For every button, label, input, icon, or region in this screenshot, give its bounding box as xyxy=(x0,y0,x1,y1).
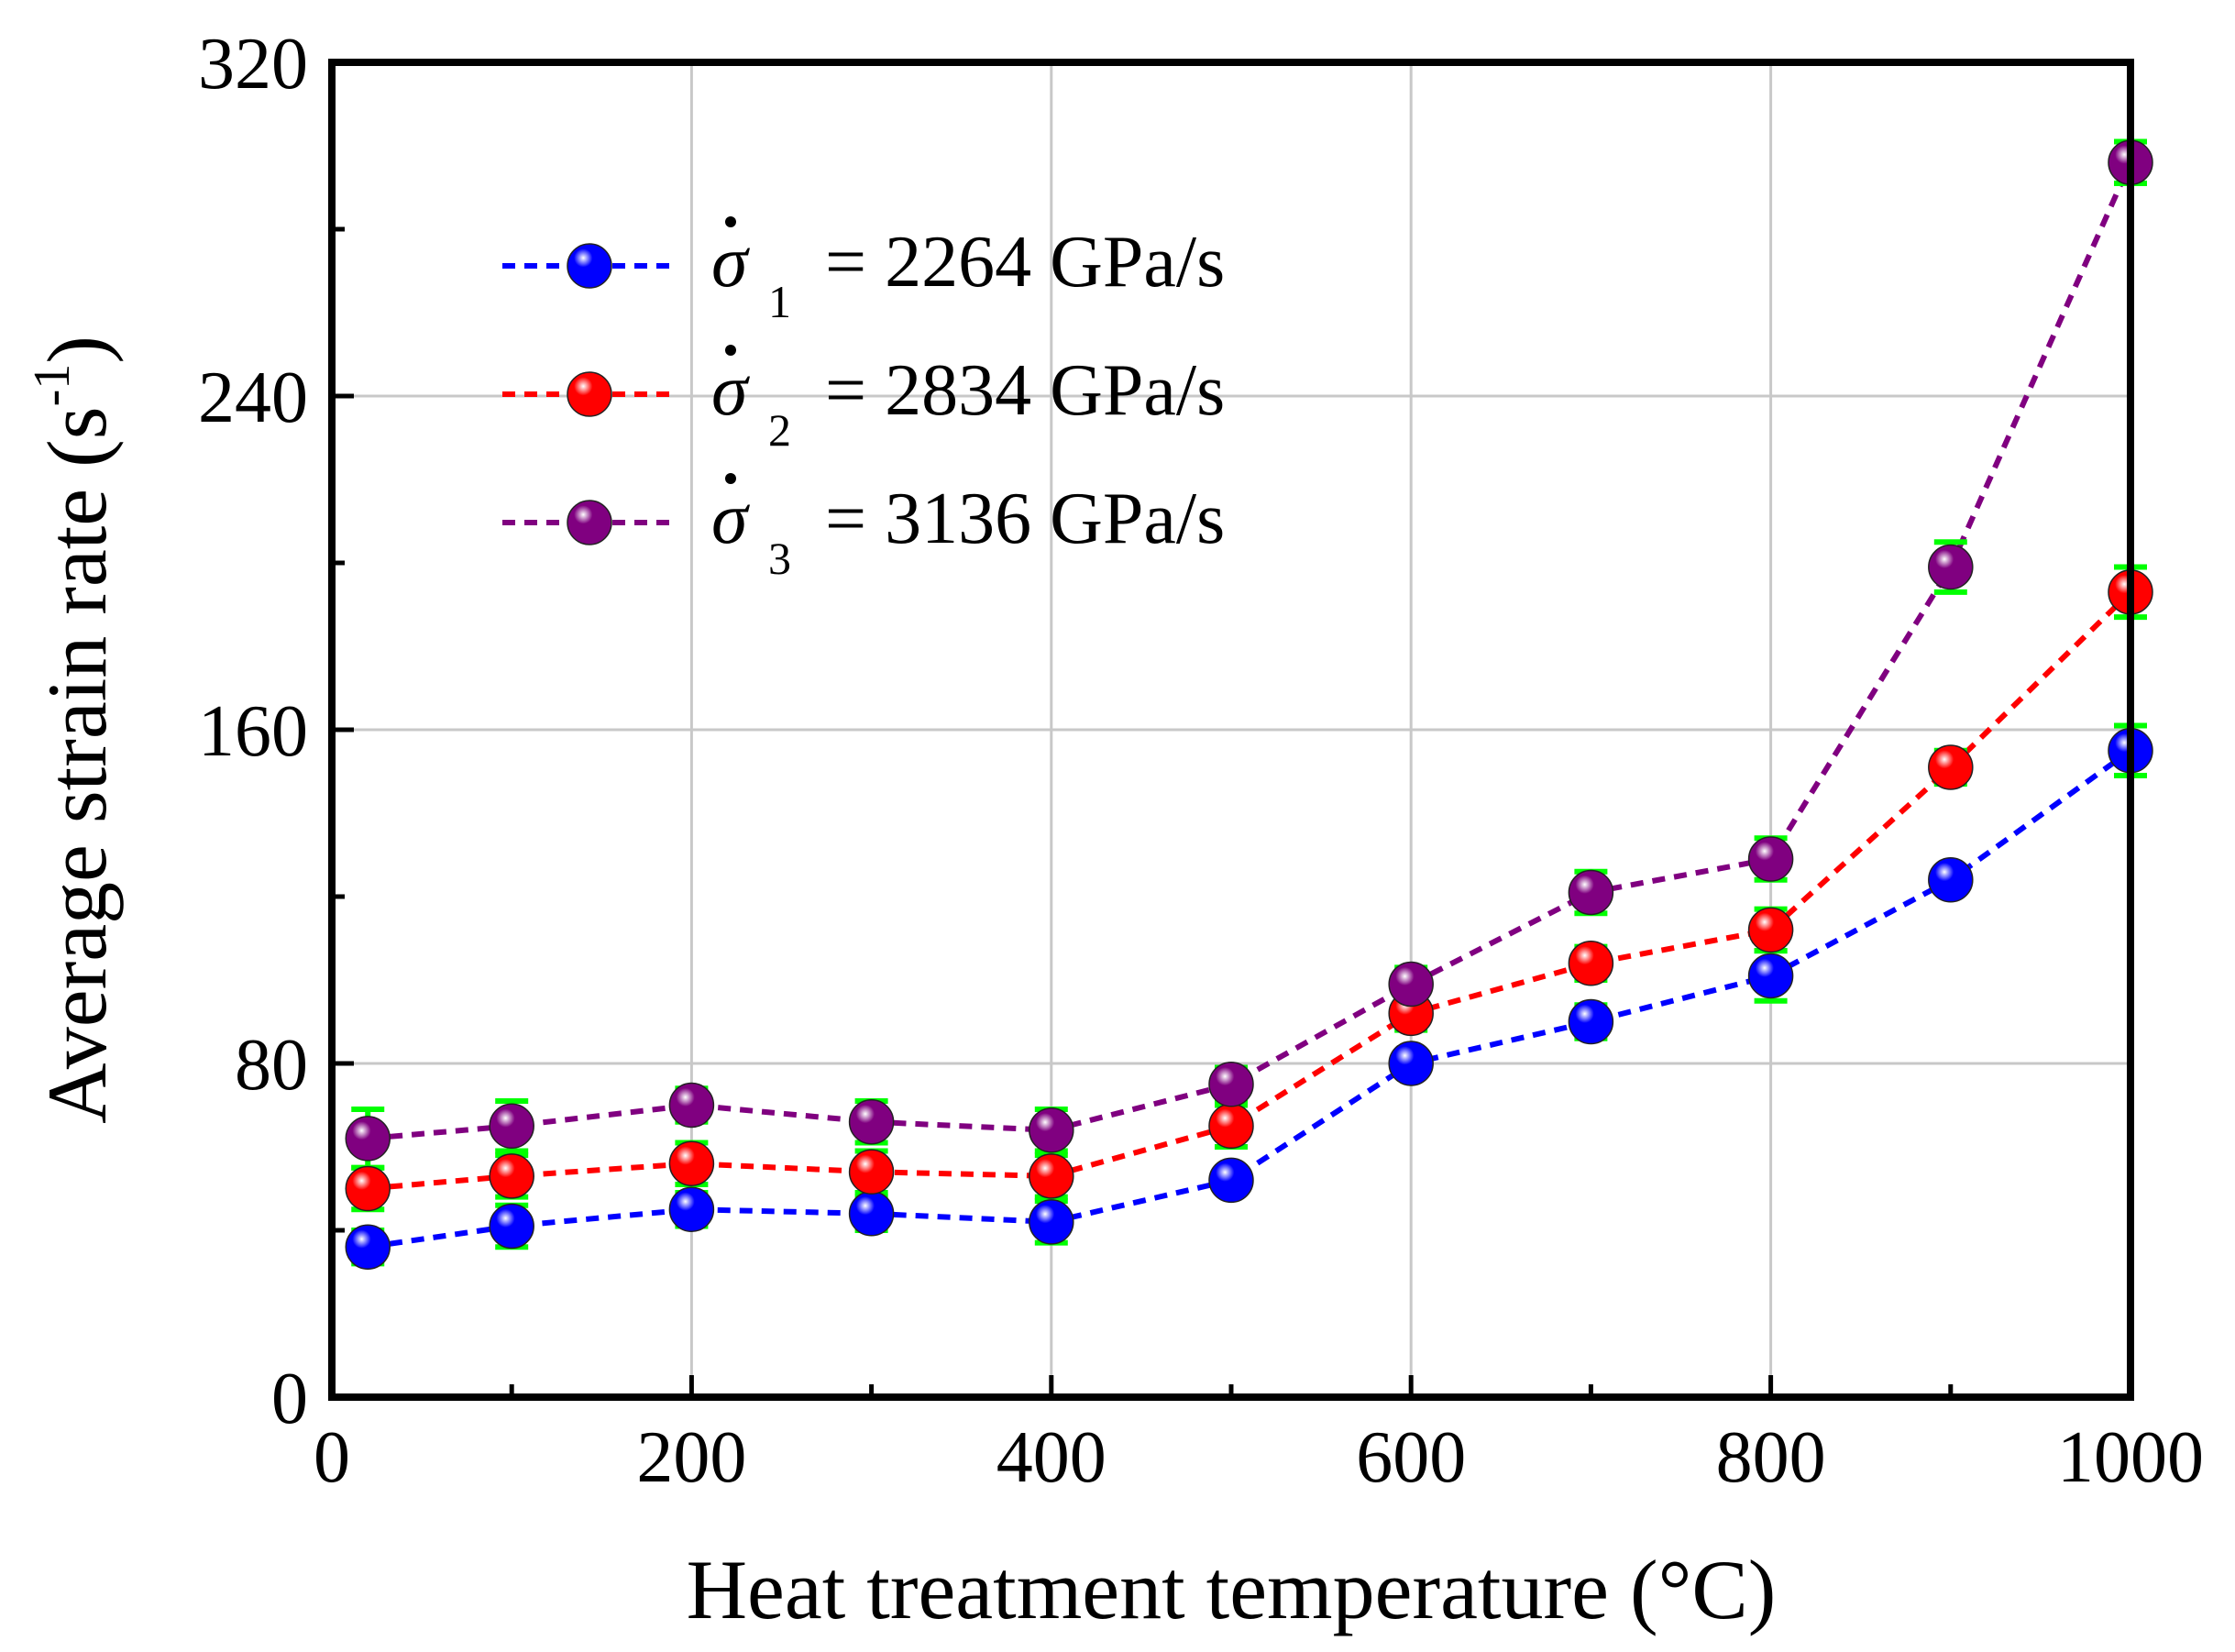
legend-sigma: σ xyxy=(711,222,750,303)
legend: σ 1 = 2264 GPa/sσ 2 = 2834 GPa/sσ 3 = 3136 GPa… xyxy=(502,216,1225,584)
legend-marker xyxy=(567,371,612,417)
tick-labels: 0 200 400 600 800 1000 0 80 160 240 320 xyxy=(198,24,2204,1498)
data-point xyxy=(1928,744,1974,790)
data-point xyxy=(1568,941,1614,986)
data-point xyxy=(1928,544,1974,590)
data-point xyxy=(848,1191,895,1237)
data-point xyxy=(1208,1062,1254,1107)
data-markers xyxy=(345,139,2153,1270)
data-point xyxy=(1747,953,1794,999)
data-point xyxy=(1029,1153,1074,1199)
legend-sigma-dot xyxy=(725,216,736,227)
y-tick-label: 80 xyxy=(235,1025,308,1106)
y-axis-title: Average strain rate (s-1) xyxy=(24,336,124,1124)
data-point xyxy=(1928,857,1974,903)
data-point xyxy=(1029,1199,1074,1245)
data-point xyxy=(1388,1041,1434,1086)
legend-sigma-dot xyxy=(725,345,736,356)
data-point xyxy=(1388,961,1434,1008)
data-point xyxy=(1747,836,1794,882)
y-axis-title-close: ) xyxy=(30,336,124,364)
data-point xyxy=(1568,998,1614,1045)
legend-label: = 2264 GPa/s xyxy=(825,222,1225,303)
data-point xyxy=(848,1098,895,1145)
data-point xyxy=(848,1149,895,1195)
x-tick-label: 0 xyxy=(314,1417,350,1498)
legend-subscript: 3 xyxy=(768,533,791,584)
x-tick-label: 800 xyxy=(1716,1417,1826,1498)
y-tick-label: 320 xyxy=(198,24,308,105)
x-tick-label: 600 xyxy=(1356,1417,1466,1498)
data-point xyxy=(345,1165,391,1212)
data-point xyxy=(1568,869,1614,916)
x-axis-title: Heat treatment temperature (°C) xyxy=(687,1543,1777,1636)
axis-ticks xyxy=(329,60,2133,1400)
y-tick-label: 240 xyxy=(198,358,308,438)
y-axis-title-superscript: -1 xyxy=(24,364,81,407)
y-tick-label: 160 xyxy=(198,691,308,772)
data-point xyxy=(489,1103,534,1149)
data-point xyxy=(345,1116,391,1162)
data-point xyxy=(489,1153,534,1199)
data-point xyxy=(345,1224,391,1270)
series-line xyxy=(367,160,2133,1141)
data-point xyxy=(489,1203,534,1250)
y-axis-title-main: Average strain rate (s xyxy=(30,406,124,1123)
data-point xyxy=(1208,1157,1254,1204)
x-tick-label: 1000 xyxy=(2057,1417,2204,1498)
data-point xyxy=(1747,907,1794,953)
legend-label: = 2834 GPa/s xyxy=(825,350,1225,431)
data-point xyxy=(1029,1107,1074,1153)
svg-text:Average strain rate (s-1): Average strain rate (s-1) xyxy=(24,336,124,1124)
data-point xyxy=(668,1186,715,1232)
legend-sigma: σ xyxy=(711,479,750,559)
data-point xyxy=(668,1082,715,1129)
series-line xyxy=(367,589,2133,1192)
legend-subscript: 1 xyxy=(768,276,791,327)
data-point xyxy=(1208,1103,1254,1149)
legend-sigma: σ xyxy=(711,350,750,431)
legend-marker xyxy=(567,500,612,545)
y-tick-label: 0 xyxy=(271,1359,308,1439)
data-point xyxy=(668,1140,715,1186)
legend-sigma-dot xyxy=(725,473,736,484)
legend-label: = 3136 GPa/s xyxy=(825,479,1225,559)
x-tick-label: 400 xyxy=(996,1417,1106,1498)
x-tick-label: 200 xyxy=(636,1417,746,1498)
legend-marker xyxy=(567,243,612,289)
legend-subscript: 2 xyxy=(768,404,791,456)
